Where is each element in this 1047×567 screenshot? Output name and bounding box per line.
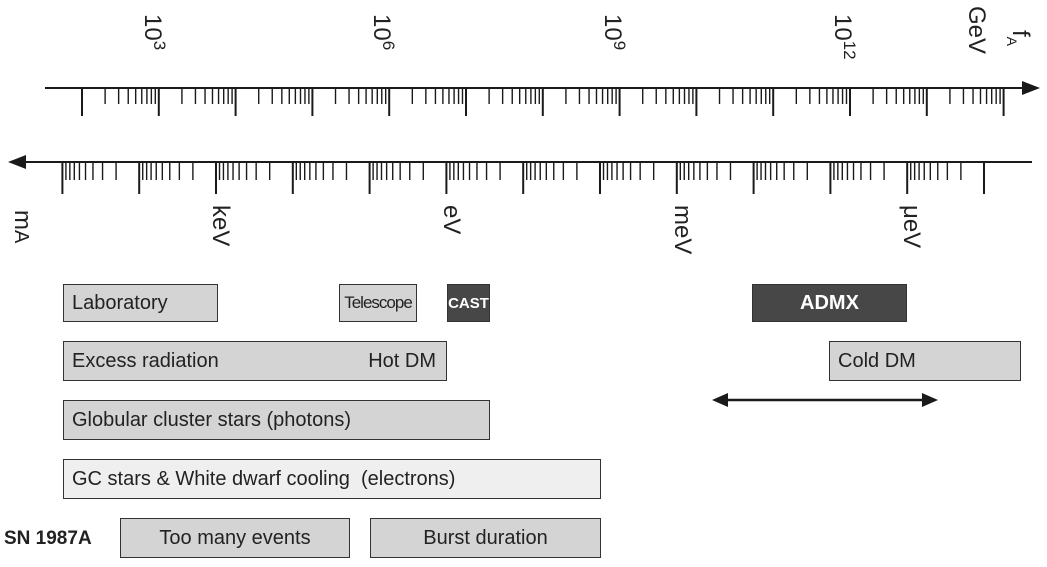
fa-tick-label-1e12: 1012 [829, 14, 859, 60]
ma-axis-ticks [61, 162, 985, 194]
telescope-label: Telescope [344, 293, 413, 312]
excess-radiation-bar: Excess radiation Hot DM [63, 341, 447, 381]
too-many-events-label: Too many events [159, 526, 311, 549]
ma-tick-label-uev: μeV [898, 205, 925, 249]
cast-bar: CAST [447, 284, 490, 322]
fa-tick-label-1e6: 106 [368, 14, 398, 51]
fa-axis-ticks [81, 88, 1005, 116]
hot-dm-label: Hot DM [368, 349, 436, 372]
globular-cluster-label: Globular cluster stars (photons) [72, 408, 352, 431]
telescope-bar: Telescope [339, 284, 417, 322]
fa-variable-label: fA [1004, 30, 1034, 47]
fa-tick-label-1e9: 109 [599, 14, 629, 51]
cold-dm-bar: Cold DM [829, 341, 1021, 381]
burst-duration-label: Burst duration [423, 526, 548, 549]
gc-white-dwarf-bar: GC stars & White dwarf cooling (electron… [63, 459, 601, 499]
ma-variable-label: mA [9, 210, 36, 244]
axes-diagram [8, 81, 1040, 194]
ma-tick-label-mev: meV [669, 205, 696, 255]
admx-bar: ADMX [752, 284, 907, 322]
ma-axis-arrowhead [8, 155, 26, 169]
fa-axis-arrowhead [1022, 81, 1040, 95]
too-many-events-bar: Too many events [120, 518, 350, 558]
laboratory-label: Laboratory [72, 291, 168, 314]
sn-1987a-label: SN 1987A [4, 528, 92, 549]
globular-cluster-bar: Globular cluster stars (photons) [63, 400, 490, 440]
admx-label: ADMX [800, 291, 859, 314]
double-arrow [712, 393, 938, 407]
burst-duration-bar: Burst duration [370, 518, 601, 558]
laboratory-bar: Laboratory [63, 284, 218, 322]
cast-label: CAST [448, 294, 489, 312]
fa-tick-label-1e3: 103 [139, 14, 169, 51]
gc-white-dwarf-label: GC stars & White dwarf cooling (electron… [72, 467, 456, 490]
ma-tick-label-kev: keV [207, 205, 234, 247]
cold-dm-label: Cold DM [838, 349, 916, 372]
ma-tick-label-ev: eV [438, 205, 465, 235]
excess-radiation-label: Excess radiation [72, 349, 219, 372]
fa-unit-label: GeV [963, 6, 990, 55]
